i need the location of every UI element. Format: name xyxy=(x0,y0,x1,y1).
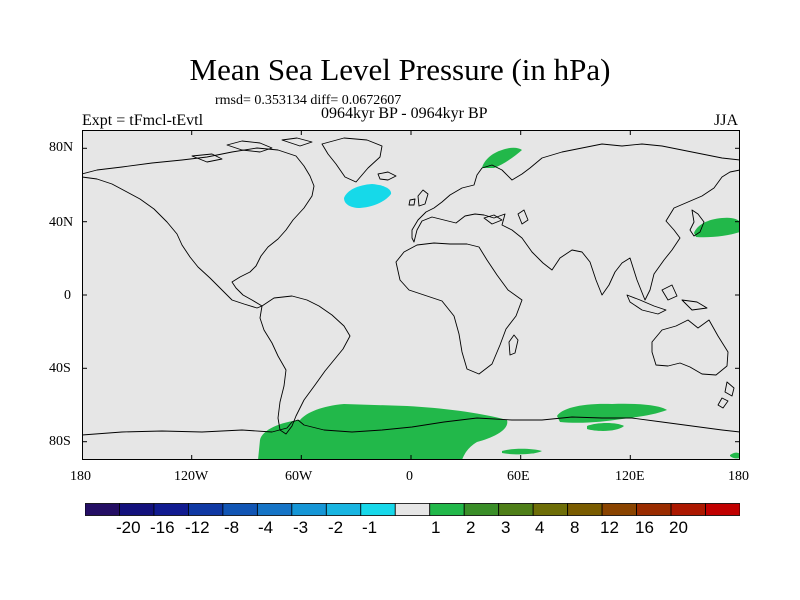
positive-anomaly-antarctica xyxy=(258,404,508,460)
colorbar-box-5 xyxy=(256,503,293,516)
negative-anomaly-north-atlantic xyxy=(344,184,392,208)
positive-anomaly-southern-ocean-east xyxy=(730,452,740,459)
north-america-coast xyxy=(82,147,315,309)
colorbar-label-3: -8 xyxy=(224,518,240,537)
lon-tick-60e: 60E xyxy=(507,469,530,484)
lon-tick-180w: 180 xyxy=(70,469,91,484)
world-map xyxy=(82,130,740,460)
colorbar-box-4 xyxy=(222,503,258,516)
antarctica-coast xyxy=(82,416,740,436)
colorbar-label-8: 1 xyxy=(431,518,441,537)
canadian-arctic-islands xyxy=(191,137,313,163)
colorbar-box-17 xyxy=(670,503,706,516)
colorbar-label-15: 20 xyxy=(669,518,688,537)
colorbar-box-7 xyxy=(325,503,362,516)
positive-anomaly-scandinavia xyxy=(482,147,522,168)
colorbar-box-11 xyxy=(463,503,500,516)
colorbar-label-0: -20 xyxy=(116,518,141,537)
period-label: 0964kyr BP - 0964kyr BP xyxy=(321,105,488,122)
colorbar-box-1 xyxy=(119,503,155,516)
south-america-coast xyxy=(259,295,351,435)
new-zealand-coast xyxy=(717,381,735,409)
lat-tick-0: 0 xyxy=(64,288,71,303)
colorbar-label-5: -3 xyxy=(293,518,309,537)
colorbar-label-13: 12 xyxy=(600,518,619,537)
season-label: JJA xyxy=(714,112,739,129)
great-britain-coast xyxy=(408,189,429,207)
positive-anomaly-north-pacific xyxy=(694,217,740,238)
colorbar-box-13 xyxy=(532,503,569,516)
africa-coast xyxy=(395,242,523,375)
experiment-label: Expt = tFmcl-tEvtl xyxy=(82,112,204,129)
colorbar-box-2 xyxy=(153,503,189,516)
lat-tick-40s: 40S xyxy=(49,361,71,376)
colorbar-box-0 xyxy=(85,503,120,516)
colorbar-box-15 xyxy=(601,503,637,516)
lat-tick-80n: 80N xyxy=(49,140,74,155)
lon-tick-120e: 120E xyxy=(615,469,645,484)
positive-anomaly-southern-ocean xyxy=(502,448,542,455)
map-tick-marks xyxy=(82,130,740,460)
colorbar xyxy=(85,503,740,516)
indonesia-coast xyxy=(626,284,708,315)
lon-tick-0: 0 xyxy=(406,469,413,484)
colorbar-label-12: 8 xyxy=(570,518,580,537)
colorbar-label-10: 3 xyxy=(501,518,511,537)
lat-tick-80s: 80S xyxy=(49,434,71,449)
lon-tick-120w: 120W xyxy=(174,469,209,484)
colorbar-box-10 xyxy=(429,503,465,516)
colorbar-label-9: 2 xyxy=(466,518,476,537)
positive-anomaly-antarctic-coast xyxy=(587,423,624,431)
colorbar-box-14 xyxy=(567,503,603,516)
colorbar-box-18 xyxy=(705,503,740,516)
colorbar-label-1: -16 xyxy=(150,518,175,537)
colorbar-box-16 xyxy=(636,503,672,516)
greenland-coast xyxy=(321,137,383,183)
stats-text: rmsd= 0.353134 diff= 0.0672607 xyxy=(215,93,402,108)
colorbar-label-6: -2 xyxy=(328,518,344,537)
colorbar-label-4: -4 xyxy=(258,518,274,537)
colorbar-box-6 xyxy=(291,503,327,516)
colorbar-label-11: 4 xyxy=(535,518,545,537)
madagascar-coast xyxy=(508,334,519,356)
colorbar-label-14: 16 xyxy=(635,518,654,537)
colorbar-label-7: -1 xyxy=(362,518,378,537)
colorbar-box-8 xyxy=(360,503,396,516)
plot-title: Mean Sea Level Pressure (in hPa) xyxy=(189,52,611,87)
colorbar-label-2: -12 xyxy=(185,518,210,537)
black-caspian-sea xyxy=(483,209,529,225)
colorbar-box-3 xyxy=(188,503,224,516)
iceland-coast xyxy=(377,171,397,181)
lat-tick-40n: 40N xyxy=(49,215,74,230)
lon-tick-60w: 60W xyxy=(285,469,313,484)
colorbar-box-9 xyxy=(394,503,431,516)
lon-tick-180e: 180 xyxy=(728,469,749,484)
australia-coast xyxy=(651,319,729,376)
coastlines xyxy=(82,137,740,436)
positive-anomaly-antarctica-east xyxy=(557,403,667,423)
anomaly-fills xyxy=(258,147,740,460)
colorbar-box-12 xyxy=(498,503,534,516)
eurasia-coast xyxy=(411,143,740,301)
japan-coast xyxy=(689,209,705,237)
